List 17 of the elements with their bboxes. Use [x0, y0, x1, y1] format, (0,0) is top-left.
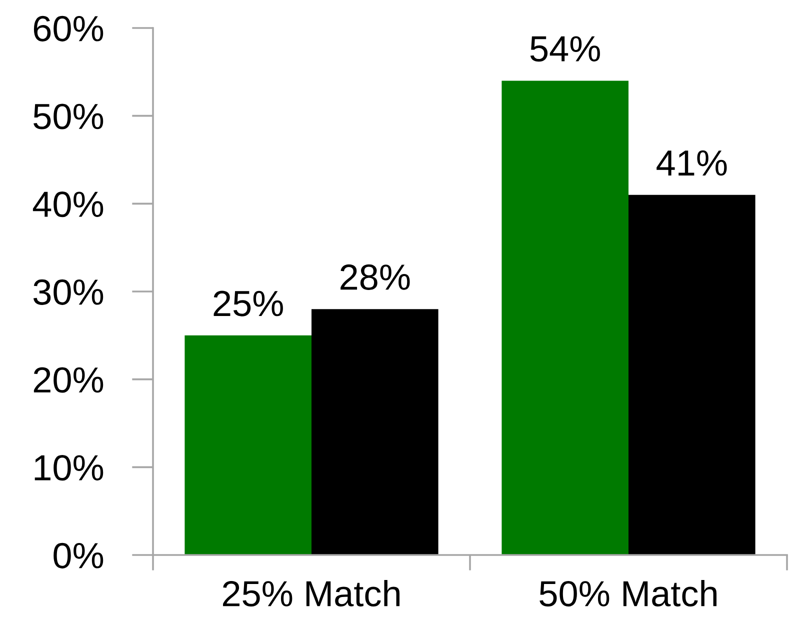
data-label: 25%	[214, 290, 283, 316]
x-tick-label: 25% Match	[223, 580, 400, 607]
data-label: 41%	[656, 150, 727, 176]
bar	[628, 194, 756, 555]
data-label: 28%	[340, 264, 410, 290]
y-tick-label: 30%	[33, 279, 104, 305]
y-tick-label: 50%	[34, 104, 104, 130]
bar	[184, 335, 312, 555]
y-tick-label: 40%	[32, 192, 104, 218]
data-label: 54%	[530, 36, 600, 62]
y-tick-label: 10%	[34, 455, 104, 481]
bar	[502, 80, 628, 555]
bar	[312, 309, 438, 555]
x-tick-label: 50% Match	[540, 580, 716, 607]
y-tick-label: 20%	[34, 367, 104, 393]
y-tick-label: 0%	[54, 542, 104, 568]
y-tick-label: 60%	[34, 16, 104, 42]
